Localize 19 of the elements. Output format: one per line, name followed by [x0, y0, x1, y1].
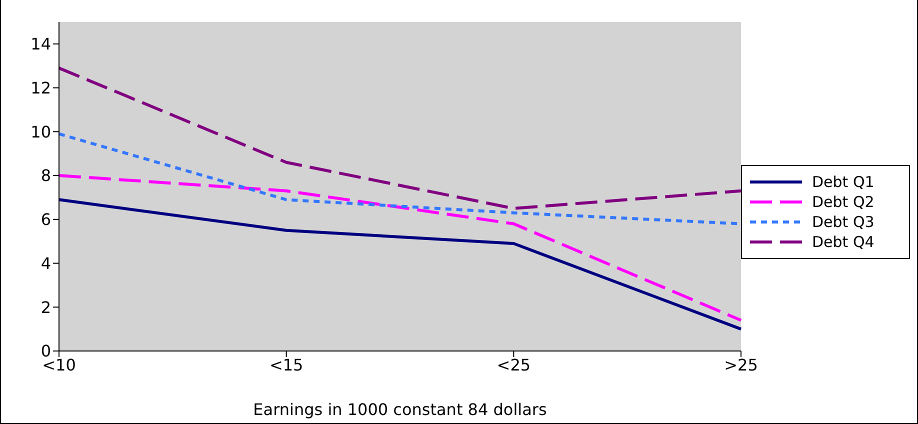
- y-tick-label: 10: [30, 122, 51, 142]
- line-series: [58, 66, 742, 210]
- legend-label: Debt Q1: [812, 172, 874, 190]
- x-tick-label: <25: [496, 355, 531, 374]
- line-series: [58, 174, 742, 322]
- legend-label: Debt Q3: [812, 212, 874, 230]
- y-tick-label: 4: [40, 254, 51, 273]
- y-tick-label: 0: [40, 342, 51, 361]
- y-tick-label: 12: [30, 78, 51, 98]
- legend-label: Debt Q2: [812, 192, 874, 210]
- line-series: [58, 198, 742, 331]
- x-tick-label: >25: [724, 355, 758, 374]
- y-tick-label: 2: [40, 298, 51, 317]
- x-axis-title: Earnings in 1000 constant 84 dollars: [253, 400, 547, 419]
- legend-label: Debt Q4: [812, 232, 874, 250]
- x-tick-label: <15: [269, 355, 304, 374]
- y-tick-label: 8: [40, 166, 51, 186]
- y-tick-label: 6: [40, 210, 51, 230]
- y-tick-label: 14: [30, 34, 51, 54]
